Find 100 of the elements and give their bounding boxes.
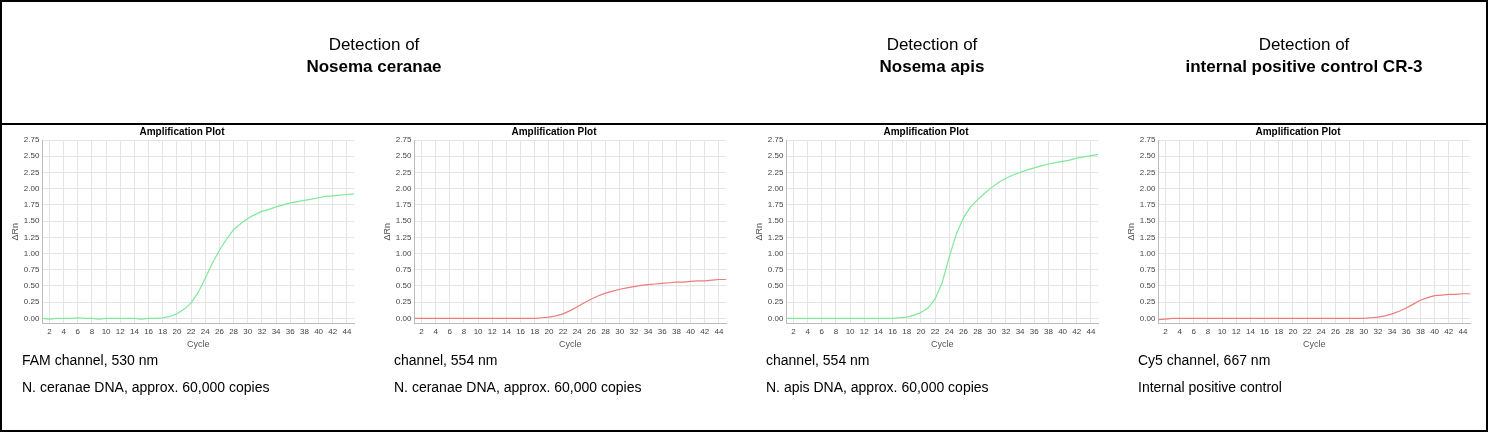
y-tick-label: 0.25	[1139, 297, 1156, 307]
x-tick-label: 32	[1373, 326, 1383, 336]
y-tick-label: 1.00	[23, 248, 40, 258]
x-tick-label: 42	[700, 326, 710, 336]
chart-subtitle: Detection of Nosema apis	[878, 34, 986, 78]
x-tick-label: 38	[1415, 326, 1426, 336]
y-tick-label: 1.50	[1139, 216, 1156, 226]
y-tick-label: 2.50	[1139, 151, 1156, 161]
x-tick-label: 44	[1458, 326, 1468, 336]
y-tick-label: 2.75	[395, 135, 412, 145]
x-tick-label: 30	[615, 326, 625, 336]
x-tick-label: 8	[461, 326, 467, 336]
x-tick-label: 16	[516, 326, 526, 336]
y-tick-label: 0.00	[23, 313, 40, 323]
y-tick-label: 1.00	[395, 248, 412, 258]
x-tick-label: 36	[657, 326, 668, 336]
text: Cy5 channel, 667 nm	[1138, 352, 1271, 368]
x-tick-label: 6	[75, 326, 81, 336]
x-tick-label: 12	[487, 326, 498, 336]
x-tick-label: 6	[1191, 326, 1197, 336]
y-tick-label: 0.50	[1139, 281, 1156, 291]
y-tick-label: 2.25	[1139, 167, 1156, 177]
y-tick-label: 0.75	[23, 264, 40, 274]
x-tick-label: 2	[791, 326, 797, 336]
y-tick-label: 1.75	[767, 200, 784, 210]
x-tick-label: 8	[1205, 326, 1211, 336]
x-tick-label: 40	[686, 326, 696, 336]
x-tick-label: 24	[944, 326, 955, 336]
y-tick-label: 2.00	[395, 183, 412, 193]
x-tick-label: 28	[1345, 326, 1355, 336]
x-tick-label: 32	[1001, 326, 1011, 336]
text: channel, 554 nm	[766, 352, 870, 368]
y-tick-label: 1.75	[1139, 200, 1156, 210]
y-tick-label: 1.50	[23, 216, 40, 226]
x-tick-label: 38	[1043, 326, 1054, 336]
x-tick-label: 28	[229, 326, 239, 336]
chart-title: Amplification Plot	[139, 125, 226, 137]
x-tick-label: 40	[314, 326, 324, 336]
y-tick-label: 2.25	[395, 167, 412, 177]
x-tick-label: 28	[973, 326, 983, 336]
x-tick-label: 22	[558, 326, 569, 336]
y-axis-title: ΔRn	[1125, 223, 1136, 241]
x-tick-label: 32	[629, 326, 639, 336]
x-tick-label: 44	[714, 326, 724, 336]
y-tick-label: 1.50	[395, 216, 412, 226]
x-tick-label: 26	[1330, 326, 1341, 336]
y-tick-label: 1.25	[767, 232, 784, 242]
y-tick-label: 2.25	[23, 167, 40, 177]
y-tick-label: 1.00	[1139, 248, 1156, 258]
chart-title: Amplification Plot	[883, 125, 970, 137]
x-tick-label: 34	[271, 326, 282, 336]
x-tick-label: 22	[930, 326, 941, 336]
y-tick-label: 1.00	[767, 248, 784, 258]
x-tick-label: 32	[257, 326, 267, 336]
x-tick-label: 2	[419, 326, 425, 336]
y-tick-label: 0.50	[767, 281, 784, 291]
y-tick-label: 0.50	[395, 281, 412, 291]
text: Internal positive control	[1138, 379, 1282, 395]
x-tick-label: 36	[1401, 326, 1412, 336]
x-tick-label: 4	[1177, 326, 1183, 336]
x-tick-label: 36	[285, 326, 296, 336]
x-tick-label: 12	[1231, 326, 1242, 336]
y-tick-label: 2.00	[767, 183, 784, 193]
y-tick-label: 1.50	[767, 216, 784, 226]
x-tick-label: 42	[1444, 326, 1454, 336]
x-axis-title: Cycle	[930, 339, 954, 350]
y-tick-label: 0.75	[767, 264, 784, 274]
chart-title: Amplification Plot	[1255, 125, 1342, 137]
x-tick-label: 38	[671, 326, 682, 336]
x-tick-label: 24	[1316, 326, 1327, 336]
x-tick-label: 24	[572, 326, 583, 336]
y-tick-label: 0.25	[395, 297, 412, 307]
x-tick-label: 14	[501, 326, 512, 336]
y-tick-label: 0.75	[395, 264, 412, 274]
x-tick-label: 4	[433, 326, 439, 336]
x-tick-label: 22	[186, 326, 197, 336]
y-tick-label: 1.25	[395, 232, 412, 242]
x-tick-label: 24	[200, 326, 211, 336]
y-tick-label: 0.75	[1139, 264, 1156, 274]
y-tick-label: 0.00	[767, 313, 784, 323]
y-tick-label: 0.25	[23, 297, 40, 307]
y-tick-label: 1.25	[23, 232, 40, 242]
x-tick-label: 4	[805, 326, 811, 336]
x-tick-label: 16	[1260, 326, 1270, 336]
y-axis-title: ΔRn	[381, 223, 392, 241]
x-tick-label: 16	[144, 326, 154, 336]
y-tick-label: 2.50	[395, 151, 412, 161]
y-axis-title: ΔRn	[9, 223, 20, 241]
chart-subtitle: Detection of internal positive control CR-3	[1184, 34, 1424, 78]
x-tick-label: 10	[473, 326, 484, 336]
x-tick-label: 44	[342, 326, 352, 336]
x-tick-label: 30	[243, 326, 253, 336]
x-tick-label: 34	[643, 326, 654, 336]
x-tick-label: 18	[902, 326, 912, 336]
x-tick-label: 16	[888, 326, 898, 336]
x-tick-label: 10	[845, 326, 856, 336]
y-tick-label: 2.75	[767, 135, 784, 145]
x-tick-label: 30	[1359, 326, 1369, 336]
x-tick-label: 10	[101, 326, 112, 336]
text: N. apis DNA, approx. 60,000 copies	[766, 379, 989, 395]
